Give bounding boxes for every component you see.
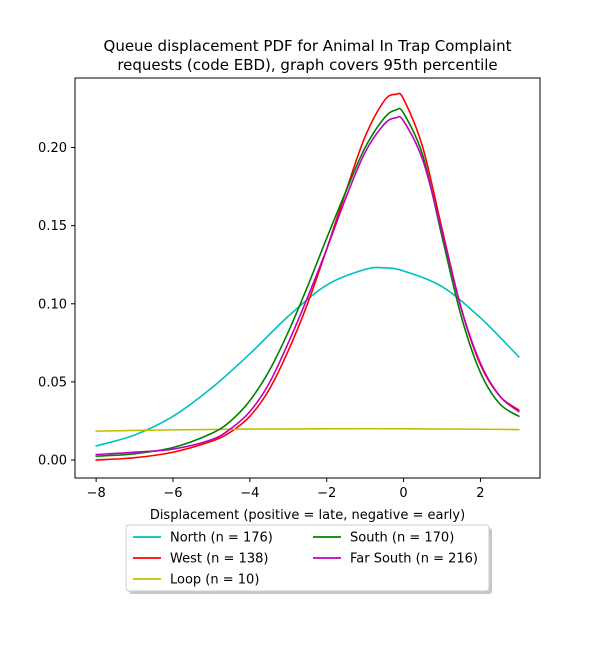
plot-frame (74, 77, 541, 479)
chart-title-line-1: Queue displacement PDF for Animal In Tra… (104, 37, 512, 55)
legend-label-north: North (n = 176) (170, 531, 273, 546)
x-tick-label: −8 (87, 486, 106, 501)
legend-box (125, 524, 490, 592)
x-tick-label: 2 (476, 486, 484, 501)
y-tick-label: 0.00 (38, 454, 67, 469)
series-line-loop (95, 427, 520, 432)
y-axis-ticks: 0.00 0.05 0.10 0.15 0.20 (38, 141, 75, 469)
legend-label-west: West (n = 138) (170, 552, 268, 567)
x-tick-label: −2 (317, 486, 336, 501)
legend-label-far: Far South (n = 216) (350, 552, 478, 567)
series-line-south (95, 107, 520, 457)
series-layer (95, 92, 520, 461)
x-tick-label: −6 (163, 486, 182, 501)
chart-title-line-2: requests (code EBD), graph covers 95th p… (117, 56, 497, 74)
legend-items: North (n = 176) West (n = 138) Loop (n = 1… (133, 531, 478, 588)
series-line-far (95, 115, 520, 456)
x-axis-ticks: −8 −6 −4 −2 0 2 (87, 478, 485, 501)
legend: North (n = 176) West (n = 138) Loop (n = 1… (125, 524, 492, 594)
y-tick-label: 0.10 (38, 297, 67, 312)
x-tick-label: 0 (399, 486, 407, 501)
y-tick-label: 0.15 (38, 219, 67, 234)
x-tick-label: −4 (240, 486, 259, 501)
y-tick-label: 0.20 (38, 141, 67, 156)
y-tick-label: 0.05 (38, 375, 67, 390)
legend-label-loop: Loop (n = 10) (170, 573, 259, 588)
x-axis-label: Displacement (positive = late, negative … (150, 508, 465, 523)
legend-label-south: South (n = 170) (350, 531, 454, 546)
series-line-north (95, 266, 520, 447)
